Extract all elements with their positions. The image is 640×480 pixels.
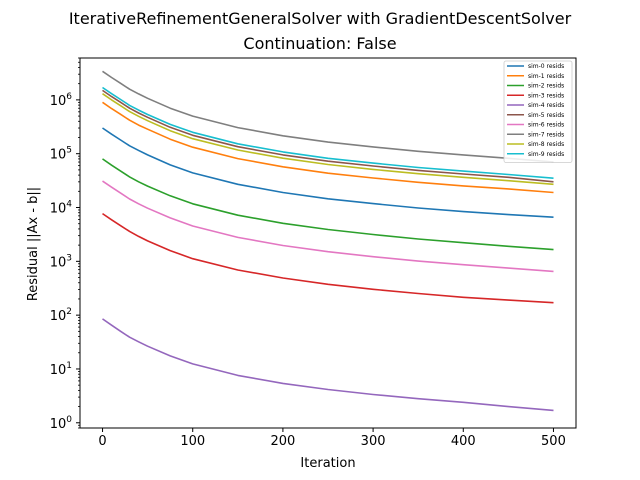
x-tick-label: 200 (270, 434, 295, 449)
legend-label: sim-6 resids (528, 122, 564, 129)
chart-title: IterativeRefinementGeneralSolver with Gr… (69, 9, 572, 28)
series-line-4 (102, 318, 554, 412)
legend: sim-0 resids sim-1 resids sim-2 resids sim-… (503, 60, 573, 163)
y-tick-label: 101 (50, 361, 72, 378)
legend-label: sim-5 resids (528, 112, 564, 119)
y-tick-label: 104 (50, 200, 73, 217)
series-line-2 (102, 158, 554, 251)
series-line-1 (102, 101, 554, 194)
x-tick-label: 300 (361, 434, 386, 449)
series-layer (102, 70, 554, 412)
legend-box (503, 60, 573, 163)
y-tick-label: 102 (50, 307, 72, 324)
x-tick-label: 0 (98, 434, 106, 449)
y-tick-label: 106 (50, 92, 73, 109)
series-line-8 (102, 93, 554, 186)
legend-label: sim-7 resids (528, 131, 564, 138)
chart-subtitle: Continuation: False (243, 34, 396, 53)
series-line-0 (102, 127, 554, 218)
x-tick-label: 500 (541, 434, 566, 449)
x-tick-label: 100 (180, 434, 205, 449)
y-axis-label: Residual ||Ax - b|| (26, 187, 41, 301)
x-tick-label: 400 (451, 434, 476, 449)
legend-label: sim-3 resids (528, 92, 564, 99)
legend-label: sim-2 resids (528, 83, 564, 90)
y-tick-label: 105 (50, 146, 72, 163)
legend-label: sim-4 resids (528, 102, 564, 109)
legend-label: sim-8 resids (528, 141, 564, 148)
legend-label: sim-9 resids (528, 151, 564, 158)
x-axis-label: Iteration (300, 456, 355, 471)
plot-frame (79, 57, 577, 429)
legend-label: sim-0 resids (528, 63, 564, 70)
y-ticks: 100 101 102 103 104 105 106 (50, 57, 80, 432)
series-line-7 (102, 70, 554, 163)
x-ticks: 0 100 200 300 400 500 (98, 428, 566, 449)
series-line-6 (102, 180, 554, 273)
series-line-9 (102, 86, 554, 179)
series-line-5 (102, 89, 554, 183)
legend-label: sim-1 resids (528, 73, 564, 80)
y-tick-label: 103 (50, 253, 72, 270)
series-line-3 (102, 212, 554, 304)
y-tick-label: 100 (50, 415, 73, 432)
